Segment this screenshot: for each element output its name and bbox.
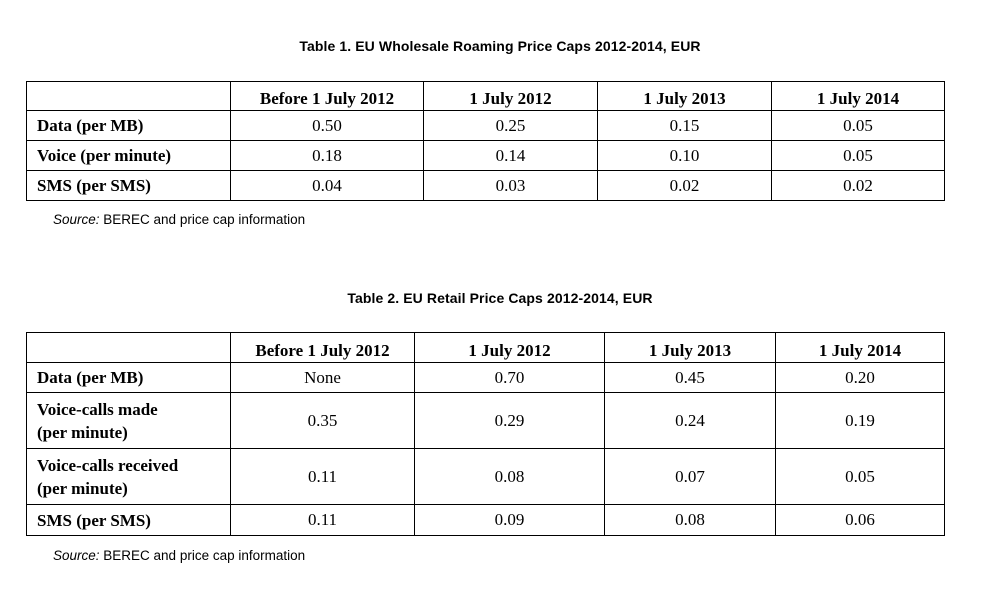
table-cell: 0.70: [414, 362, 605, 393]
table1-source-note: Source: BEREC and price cap information: [53, 212, 305, 227]
table-cell: 0.14: [423, 140, 598, 171]
table-cell: 0.15: [597, 110, 772, 141]
table1-caption: Table 1. EU Wholesale Roaming Price Caps…: [299, 38, 701, 54]
table-cell: 0.11: [230, 504, 415, 536]
table2-header-col: 1 July 2014: [775, 332, 945, 363]
row-label: Voice-calls made (per minute): [26, 392, 231, 449]
table-cell: 0.08: [414, 448, 605, 505]
source-label: Source:: [53, 212, 100, 227]
row-label: SMS (per SMS): [26, 504, 231, 536]
table-cell: 0.11: [230, 448, 415, 505]
table2-header-col: Before 1 July 2012: [230, 332, 415, 363]
table2-source-note: Source: BEREC and price cap information: [53, 548, 305, 563]
table-cell: 0.29: [414, 392, 605, 449]
row-label: Voice-calls received (per minute): [26, 448, 231, 505]
table1-header-col: 1 July 2013: [597, 81, 772, 111]
table-cell: 0.02: [771, 170, 945, 201]
table-cell: 0.08: [604, 504, 776, 536]
table2-header-col: 1 July 2012: [414, 332, 605, 363]
table-cell: None: [230, 362, 415, 393]
table-cell: 0.45: [604, 362, 776, 393]
table-cell: 0.02: [597, 170, 772, 201]
table-row: Data (per MB) 0.50 0.25 0.15 0.05: [26, 110, 945, 141]
table2-header-row: Before 1 July 2012 1 July 2012 1 July 20…: [26, 332, 945, 363]
table-row: Voice (per minute) 0.18 0.14 0.10 0.05: [26, 140, 945, 171]
table-cell: 0.03: [423, 170, 598, 201]
row-label-line: (per minute): [37, 478, 128, 498]
row-label: Voice (per minute): [26, 140, 231, 171]
row-label-line: SMS (per SMS): [37, 510, 151, 530]
table1-header-col: 1 July 2014: [771, 81, 945, 111]
table-cell: 0.06: [775, 504, 945, 536]
table1-header-empty: [26, 81, 231, 111]
table1-header-col: Before 1 July 2012: [230, 81, 424, 111]
table2-caption: Table 2. EU Retail Price Caps 2012-2014,…: [347, 290, 653, 306]
source-label: Source:: [53, 548, 100, 563]
table-row: Data (per MB) None 0.70 0.45 0.20: [26, 362, 945, 393]
row-label-line: Voice-calls made: [37, 399, 158, 419]
table2-header-col: 1 July 2013: [604, 332, 776, 363]
table-row: SMS (per SMS) 0.11 0.09 0.08 0.06: [26, 504, 945, 536]
table-cell: 0.05: [771, 110, 945, 141]
row-label-line: (per minute): [37, 422, 128, 442]
table2-retail-price-caps: Before 1 July 2012 1 July 2012 1 July 20…: [26, 332, 945, 536]
source-text: BEREC and price cap information: [99, 212, 306, 227]
table-cell: 0.05: [775, 448, 945, 505]
table2-header-empty: [26, 332, 231, 363]
table-cell: 0.50: [230, 110, 424, 141]
row-label-line: Voice-calls received: [37, 455, 179, 475]
table-row: Voice-calls made (per minute) 0.35 0.29 0…: [26, 392, 945, 449]
table-cell: 0.07: [604, 448, 776, 505]
table-cell: 0.24: [604, 392, 776, 449]
table1-wholesale-price-caps: Before 1 July 2012 1 July 2012 1 July 20…: [26, 81, 945, 201]
table-row: SMS (per SMS) 0.04 0.03 0.02 0.02: [26, 170, 945, 201]
row-label: Data (per MB): [26, 110, 231, 141]
row-label-line: Data (per MB): [37, 368, 144, 387]
table1-header-row: Before 1 July 2012 1 July 2012 1 July 20…: [26, 81, 945, 111]
table-cell: 0.20: [775, 362, 945, 393]
table1-header-col: 1 July 2012: [423, 81, 598, 111]
table-cell: 0.35: [230, 392, 415, 449]
table-cell: 0.25: [423, 110, 598, 141]
table-cell: 0.10: [597, 140, 772, 171]
table-cell: 0.05: [771, 140, 945, 171]
source-text: BEREC and price cap information: [99, 548, 306, 563]
table-row: Voice-calls received (per minute) 0.11 0.…: [26, 448, 945, 505]
table-cell: 0.19: [775, 392, 945, 449]
row-label: SMS (per SMS): [26, 170, 231, 201]
table-cell: 0.04: [230, 170, 424, 201]
row-label: Data (per MB): [26, 362, 231, 393]
table-cell: 0.18: [230, 140, 424, 171]
table-cell: 0.09: [414, 504, 605, 536]
